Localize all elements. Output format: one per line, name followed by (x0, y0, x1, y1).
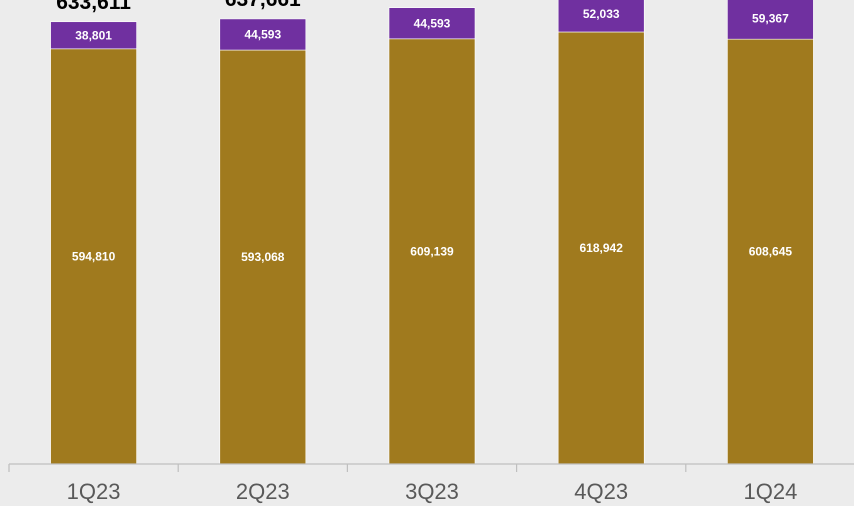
category-tick-label: 2Q23 (236, 479, 290, 504)
bar-segment-1-4q23 (557, 0, 645, 33)
x-axis (8, 463, 854, 472)
segment-value-label: 52,033 (583, 7, 620, 21)
labels-group: 594,810 38,801 633,611 1Q23 593,068 44,593 637… (56, 0, 797, 504)
bar-segment-0-2q23 (219, 49, 307, 465)
segment-value-label: 594,810 (72, 249, 116, 263)
segment-value-label: 59,367 (752, 11, 789, 25)
category-tick-label: 3Q23 (405, 479, 459, 504)
category-tick-label: 1Q24 (743, 479, 797, 504)
total-value-label: 637,661 (225, 0, 301, 11)
total-value-label: 633,611 (56, 0, 131, 14)
bar-segment-0-4q23 (557, 31, 645, 465)
bar-segment-1-1q24 (727, 0, 814, 40)
bar-segment-0-1q23 (50, 48, 137, 465)
segment-value-label: 608,645 (749, 245, 793, 259)
category-tick-label: 1Q23 (67, 479, 121, 504)
segment-value-label: 44,593 (414, 16, 451, 30)
bar-segment-1-2q23 (219, 18, 307, 51)
bars-group (50, 0, 814, 465)
bar-segment-0-1q24 (727, 38, 814, 465)
segment-value-label: 44,593 (244, 27, 281, 41)
segment-value-label: 618,942 (580, 241, 624, 255)
segment-value-label: 609,139 (410, 244, 454, 258)
bar-segment-1-3q23 (388, 7, 476, 40)
segment-value-label: 593,068 (241, 250, 285, 264)
segment-value-label: 38,801 (75, 28, 112, 42)
category-tick-label: 4Q23 (574, 479, 628, 504)
bar-segment-1-1q23 (50, 21, 137, 50)
